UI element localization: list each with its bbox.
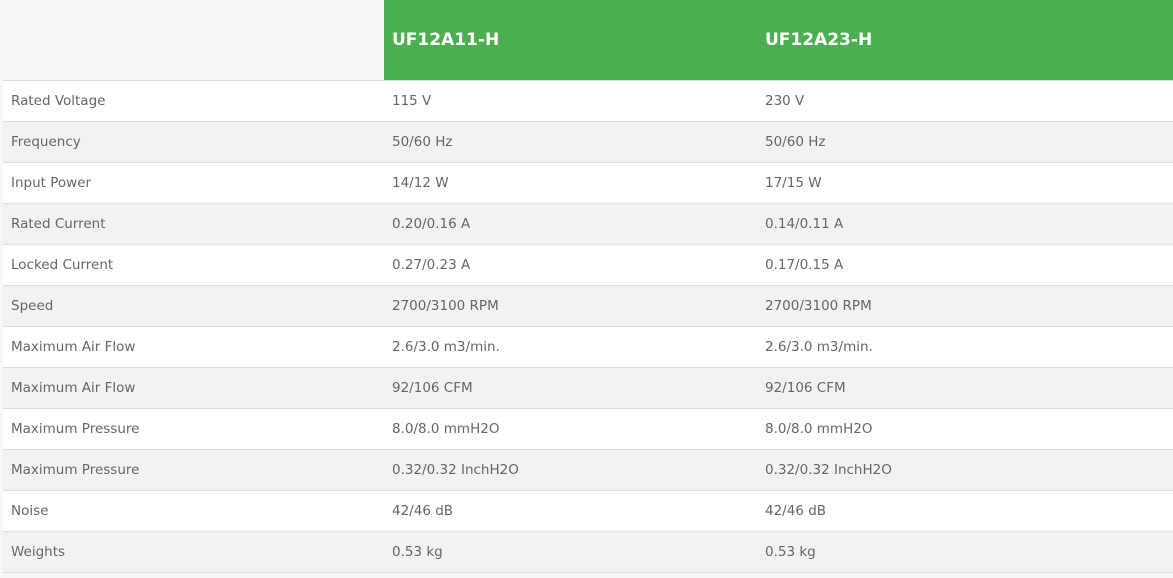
spec-value-model-1: 14/12 W — [392, 175, 449, 191]
table-row: Maximum Pressure 8.0/8.0 mmH2O 8.0/8.0 mmH… — [3, 409, 1173, 450]
spec-value-model-2: 0.53 kg — [765, 544, 816, 560]
table-row: Locked Current 0.27/0.23 A 0.17/0.15 A — [3, 245, 1173, 286]
spec-value-model-1: 0.32/0.32 InchH2O — [392, 462, 519, 478]
table-row: Noise 42/46 dB 42/46 dB — [3, 491, 1173, 532]
spec-label: Maximum Pressure — [11, 421, 140, 437]
spec-value-model-2: 0.14/0.11 A — [765, 216, 844, 232]
spec-value-model-1: 50/60 Hz — [392, 134, 453, 150]
spec-value-model-2: 230 V — [765, 93, 805, 109]
spec-value-model-1: 115 V — [392, 93, 432, 109]
spec-value-model-2: 2.6/3.0 m3/min. — [765, 339, 873, 355]
spec-label: Rated Current — [11, 216, 106, 232]
spec-value-model-1: 0.53 kg — [392, 544, 443, 560]
spec-label: Weights — [11, 544, 66, 560]
table-row: Maximum Pressure 0.32/0.32 InchH2O 0.32/0.… — [3, 450, 1173, 491]
spec-value-model-2: 17/15 W — [765, 175, 822, 191]
spec-value-model-2: 0.32/0.32 InchH2O — [765, 462, 892, 478]
spec-value-model-1: 2.6/3.0 m3/min. — [392, 339, 500, 355]
table-row: Speed 2700/3100 RPM 2700/3100 RPM — [3, 286, 1173, 327]
spec-value-model-2: 42/46 dB — [765, 503, 827, 519]
spec-value-model-2: 50/60 Hz — [765, 134, 826, 150]
spec-table: UF12A11-H UF12A23-H Rated Voltage 115 V 23… — [3, 0, 1173, 573]
spec-label: Maximum Air Flow — [11, 380, 136, 396]
spec-value-model-1: 42/46 dB — [392, 503, 454, 519]
spec-label: Locked Current — [11, 257, 114, 273]
model-header-2: UF12A23-H — [757, 0, 1173, 80]
spec-value-model-1: 8.0/8.0 mmH2O — [392, 421, 500, 437]
spec-value-model-2: 92/106 CFM — [765, 380, 846, 396]
table-row: Maximum Air Flow 92/106 CFM 92/106 CFM — [3, 368, 1173, 409]
spec-label: Noise — [11, 503, 49, 519]
spec-value-model-1: 2700/3100 RPM — [392, 298, 499, 314]
table-header: UF12A11-H UF12A23-H — [3, 0, 1173, 81]
spec-label: Rated Voltage — [11, 93, 106, 109]
spec-value-model-2: 8.0/8.0 mmH2O — [765, 421, 873, 437]
table-row: Rated Voltage 115 V 230 V — [3, 81, 1173, 122]
table-row: Frequency 50/60 Hz 50/60 Hz — [3, 122, 1173, 163]
header-blank-cell — [3, 0, 384, 80]
spec-label: Frequency — [11, 134, 81, 150]
spec-value-model-2: 2700/3100 RPM — [765, 298, 872, 314]
spec-label: Input Power — [11, 175, 92, 191]
model-header-1: UF12A11-H — [384, 0, 757, 80]
table-row: Maximum Air Flow 2.6/3.0 m3/min. 2.6/3.0 m… — [3, 327, 1173, 368]
table-row: Input Power 14/12 W 17/15 W — [3, 163, 1173, 204]
spec-label: Maximum Air Flow — [11, 339, 136, 355]
spec-value-model-2: 0.17/0.15 A — [765, 257, 844, 273]
table-row: Rated Current 0.20/0.16 A 0.14/0.11 A — [3, 204, 1173, 245]
spec-value-model-1: 0.20/0.16 A — [392, 216, 471, 232]
spec-value-model-1: 92/106 CFM — [392, 380, 473, 396]
table-row: Weights 0.53 kg 0.53 kg — [3, 532, 1173, 573]
spec-value-model-1: 0.27/0.23 A — [392, 257, 471, 273]
table-body: Rated Voltage 115 V 230 V Frequency 50/60 Hz… — [3, 81, 1173, 573]
spec-label: Maximum Pressure — [11, 462, 140, 478]
spec-label: Speed — [11, 298, 54, 314]
